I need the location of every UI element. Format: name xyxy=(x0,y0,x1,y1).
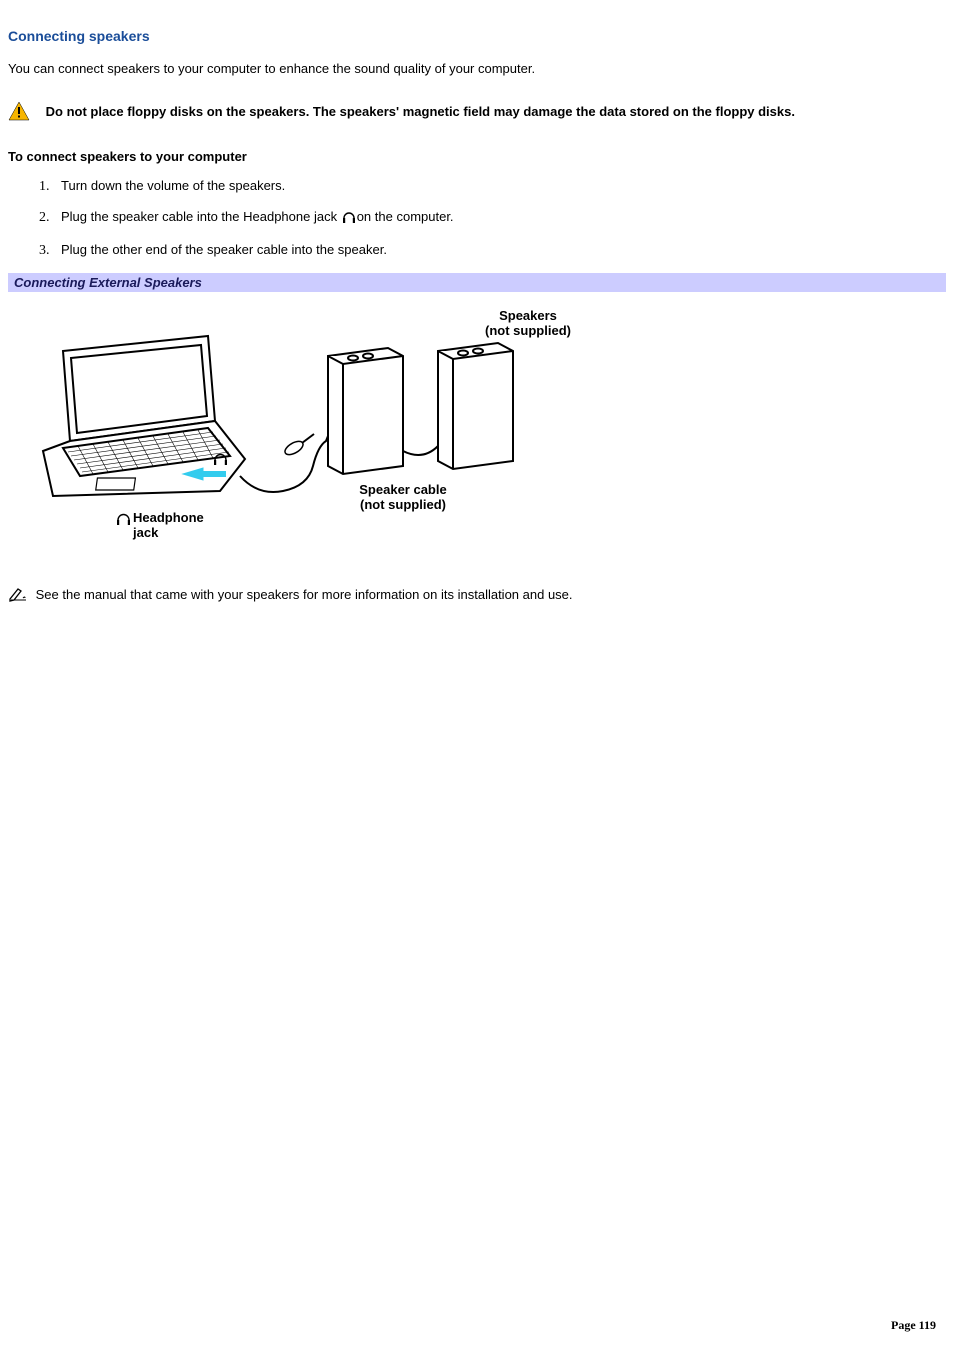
speakers-label-line2: (not supplied) xyxy=(485,323,571,338)
step2-part-a: Plug the speaker cable into the Headphon… xyxy=(61,209,341,224)
cable-label-line1: Speaker cable xyxy=(359,482,446,497)
intro-paragraph: You can connect speakers to your compute… xyxy=(8,59,946,79)
note-icon xyxy=(8,586,28,605)
procedure-heading: To connect speakers to your computer xyxy=(8,149,946,164)
list-item: Plug the speaker cable into the Headphon… xyxy=(53,209,946,228)
warning-block: Do not place floppy disks on the speaker… xyxy=(8,101,946,124)
warning-text: Do not place floppy disks on the speaker… xyxy=(46,103,795,118)
warning-icon xyxy=(8,101,30,124)
diagram: Speakers (not supplied) Speaker cable (n… xyxy=(8,296,608,556)
jack-label-line1: Headphone xyxy=(133,510,204,525)
step-text: Plug the speaker cable into the Headphon… xyxy=(61,209,454,224)
page-number: Page 119 xyxy=(891,1318,936,1333)
note-block: See the manual that came with your speak… xyxy=(8,586,946,605)
headphone-icon xyxy=(342,209,356,228)
step-text: Turn down the volume of the speakers. xyxy=(61,178,285,193)
cable-label: Speaker cable (not supplied) xyxy=(328,482,478,513)
list-item: Turn down the volume of the speakers. xyxy=(53,178,946,195)
procedure-list: Turn down the volume of the speakers. Pl… xyxy=(8,178,946,259)
jack-label-line2: jack xyxy=(133,525,158,540)
step2-part-b: on the computer. xyxy=(357,209,454,224)
note-text: See the manual that came with your speak… xyxy=(36,586,573,601)
speakers-label: Speakers (not supplied) xyxy=(458,308,598,339)
cable-label-line2: (not supplied) xyxy=(360,497,446,512)
figure-caption: Connecting External Speakers xyxy=(8,273,946,292)
step-text: Plug the other end of the speaker cable … xyxy=(61,242,387,257)
speakers-label-line1: Speakers xyxy=(499,308,557,323)
jack-label: Headphone jack xyxy=(133,510,243,541)
section-heading: Connecting speakers xyxy=(8,28,946,44)
list-item: Plug the other end of the speaker cable … xyxy=(53,242,946,259)
